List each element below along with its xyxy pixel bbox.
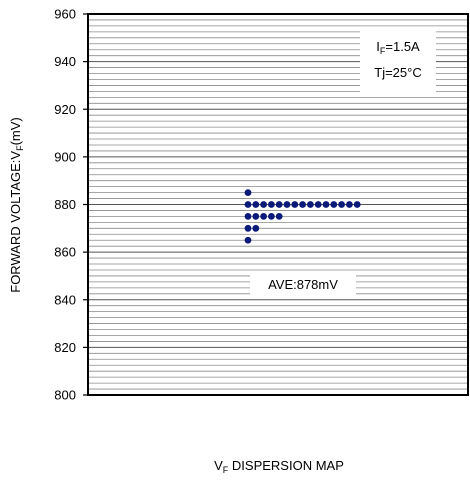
data-point [268,201,275,208]
data-point [252,201,260,208]
chart-title: VF DISPERSION MAP [214,458,344,475]
condition-box-background [360,30,436,96]
y-axis-ticks: 800 820 840 860 880 900 920 940 960 [54,7,88,403]
data-point [291,201,299,208]
data-point [260,213,267,220]
y-tick-label: 880 [54,197,76,212]
condition-line-2: Tj=25°C [374,65,421,80]
data-point [314,201,322,208]
data-point [268,213,275,220]
y-axis-label: FORWARD VOLTAGE:VF(mV) [8,117,25,293]
y-tick-label: 940 [54,54,76,69]
data-point [353,201,361,208]
y-tick-label: 900 [54,149,76,164]
average-annotation-text: AVE:878mV [268,277,338,292]
data-point [330,201,338,208]
data-point [346,201,353,208]
y-tick-label: 860 [54,245,76,260]
y-tick-label: 920 [54,102,76,117]
data-point [244,224,252,232]
data-point [244,201,252,208]
data-point [244,189,252,196]
data-point [244,213,252,220]
y-tick-label: 820 [54,340,76,355]
grid-lines [88,19,468,390]
data-point [322,201,330,208]
data-point [307,201,314,208]
y-tick-label: 960 [54,7,76,22]
data-point [275,201,283,208]
y-tick-label: 840 [54,292,76,307]
y-tick-label: 800 [54,388,76,403]
average-annotation: AVE:878mV [250,272,356,296]
data-point [299,201,306,208]
data-point [338,201,345,208]
data-points [244,189,361,244]
data-point [252,224,260,232]
data-point [244,236,252,244]
condition-box: IF=1.5A Tj=25°C [360,30,436,96]
average-annotation-background [250,272,356,296]
data-point [252,213,260,220]
data-point [260,201,267,208]
data-point [283,201,291,208]
data-point [275,213,283,220]
condition-line-1: IF=1.5A [376,39,420,56]
